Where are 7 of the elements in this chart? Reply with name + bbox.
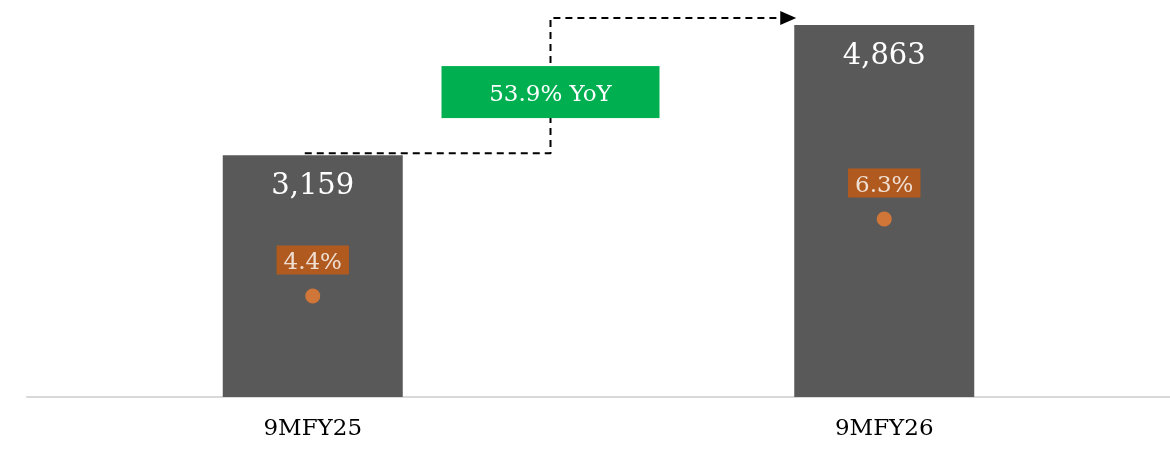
annotation: 53.9% YoY xyxy=(489,80,613,107)
data-label: 3,159 xyxy=(271,166,355,201)
data-label: 4.4% xyxy=(283,247,342,274)
data-label: 4,863 xyxy=(842,36,926,71)
data-label: 6.3% xyxy=(855,171,914,198)
x-tick-label: 9MFY25 xyxy=(263,413,363,440)
x-tick-label: 9MFY26 xyxy=(834,413,934,440)
